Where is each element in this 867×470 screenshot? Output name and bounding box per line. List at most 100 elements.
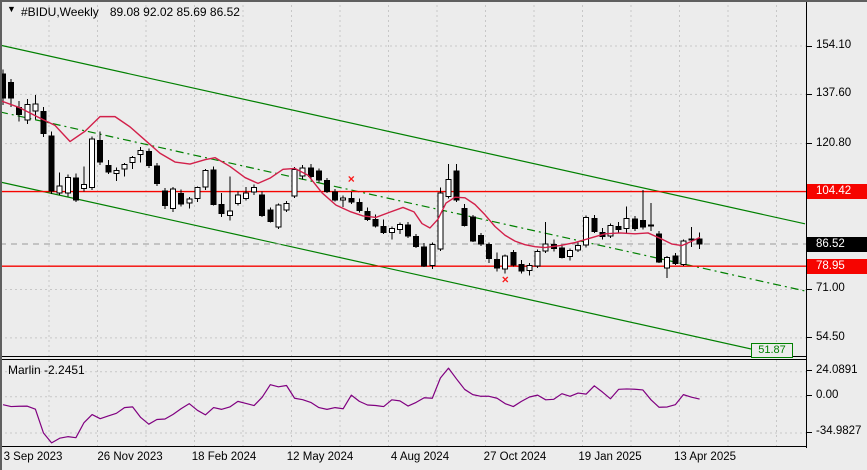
middle-channel-line[interactable]: [0, 111, 806, 292]
candle: [210, 166, 217, 206]
candle: [461, 203, 468, 227]
candle: [234, 191, 241, 206]
candle: [477, 232, 484, 247]
candle: [348, 191, 355, 205]
candle: [607, 223, 614, 239]
upper-channel-line[interactable]: [0, 44, 806, 225]
candle: [186, 196, 193, 209]
candle: [680, 239, 687, 267]
candle: [16, 101, 23, 122]
candle: [567, 248, 573, 261]
price-badge-current-price: 86.52: [807, 236, 867, 252]
time-axis-label: 19 Jan 2025: [578, 451, 642, 463]
price-tick-label: 71.00: [816, 282, 845, 295]
candle: [243, 186, 249, 201]
price-tick-label: 154.10: [816, 39, 852, 51]
indicator-value: -2.2451: [44, 363, 85, 377]
candle: [0, 69, 6, 105]
candle: [396, 222, 403, 235]
candle: [105, 159, 112, 175]
chart-symbol-timeframe: #BIDU,Weekly: [21, 5, 99, 19]
candle: [178, 189, 185, 207]
time-axis-label: 3 Sep 2023: [3, 451, 63, 463]
time-axis-label: 13 Apr 2025: [673, 451, 737, 463]
indicator-tick-label: 24.0891: [816, 363, 858, 376]
time-axis[interactable]: 3 Sep 2023 26 Nov 2023 18 Feb 2024 12 May 2…: [0, 448, 867, 470]
chart-ohlc-values: 89.08 92.02 85.69 86.52: [109, 5, 240, 19]
lower-channel-line[interactable]: [0, 181, 805, 356]
candle: [218, 193, 225, 218]
time-axis-label: 26 Nov 2023: [97, 451, 163, 463]
price-badge-resistance-level: 104.42: [807, 184, 867, 200]
candle: [526, 263, 533, 276]
candle: [437, 187, 444, 251]
price-tick-mark: [807, 288, 812, 290]
candle: [364, 207, 371, 221]
candle: [534, 249, 541, 269]
candle: [137, 147, 144, 163]
candle: [696, 232, 703, 250]
candle: [615, 222, 622, 233]
channel-price-label: 51.87: [751, 343, 793, 358]
candle: [291, 167, 298, 199]
candle: [639, 189, 646, 230]
candle: [267, 207, 274, 223]
price-tick-label: 120.80: [816, 136, 852, 149]
candle: [332, 188, 339, 202]
candle: [648, 203, 654, 231]
price-tick-label: 54.50: [816, 330, 845, 343]
candle: [121, 162, 128, 177]
candle: [388, 226, 395, 240]
indicator-tick-label: 0.00: [816, 388, 839, 401]
moving-average-line: [0, 99, 701, 249]
candle: [113, 167, 120, 182]
candle: [356, 198, 363, 213]
candle: [251, 184, 258, 196]
candle: [153, 162, 160, 186]
candlestick-chart-canvas[interactable]: ××: [0, 0, 806, 356]
indicator-tick-mark: [807, 395, 812, 397]
candle: [510, 249, 517, 267]
candle: [469, 214, 476, 243]
time-axis-label: 27 Oct 2024: [483, 451, 547, 463]
candle: [275, 203, 282, 230]
fractal-x-marker: ×: [348, 172, 355, 186]
candle: [226, 176, 233, 221]
candle: [688, 227, 695, 247]
candle: [558, 244, 565, 259]
candle: [307, 163, 314, 179]
candle: [48, 131, 55, 194]
candle: [413, 233, 420, 249]
candle: [542, 222, 549, 253]
candle: [324, 178, 330, 194]
marlin-indicator-canvas[interactable]: [0, 360, 806, 446]
candle: [162, 187, 168, 210]
candle: [145, 148, 152, 169]
candle: [672, 252, 679, 266]
chart-title: #BIDU,Weekly 89.08 92.02 85.69 86.52: [21, 5, 240, 19]
candle: [405, 222, 411, 238]
candle: [259, 191, 266, 217]
candle: [340, 195, 347, 207]
candle: [664, 255, 671, 279]
chart-dropdown-icon[interactable]: ▼: [7, 4, 16, 14]
main-price-chart[interactable]: × ×: [0, 0, 806, 357]
candle: [129, 155, 136, 170]
candle: [656, 230, 663, 264]
candle: [631, 216, 638, 231]
candle: [40, 107, 47, 137]
candle: [583, 215, 590, 248]
price-tick-label: 137.60: [816, 87, 852, 100]
candle: [89, 136, 96, 191]
candle: [421, 243, 428, 268]
candle: [97, 131, 104, 165]
candle: [194, 186, 201, 202]
time-axis-label: 12 May 2024: [286, 451, 354, 463]
candle: [453, 164, 460, 202]
candle: [72, 173, 79, 203]
marlin-indicator-panel[interactable]: Marlin -2.2451: [0, 359, 806, 447]
candle: [202, 168, 209, 190]
price-axis[interactable]: 154.10 137.60 120.80 71.00 54.50 104.42 86.52 7…: [806, 0, 867, 448]
candle: [56, 172, 63, 196]
